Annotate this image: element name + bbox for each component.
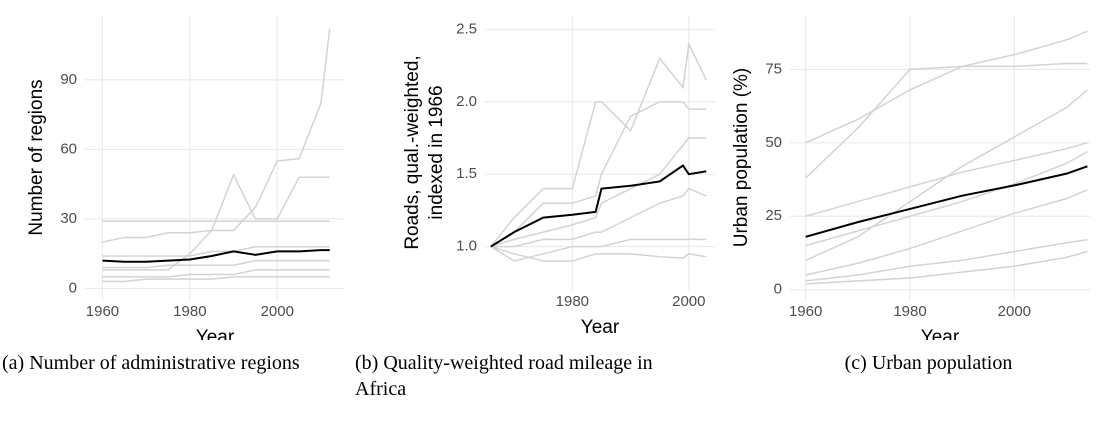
series-line	[805, 30, 1088, 144]
series-line	[490, 245, 707, 262]
series-line	[102, 173, 330, 243]
x-tick-label: 1980	[173, 303, 206, 320]
series-line	[490, 164, 707, 248]
y-tick-label: 60	[60, 140, 77, 157]
series-line	[805, 165, 1088, 238]
y-tick-label: 75	[765, 60, 782, 77]
x-tick-label: 2000	[998, 303, 1031, 320]
y-tick-label: 2.5	[456, 20, 477, 37]
x-axis-title: Year	[921, 327, 960, 340]
x-tick-label: 1980	[556, 293, 589, 310]
series-line	[102, 259, 330, 269]
y-tick-label: 1.5	[456, 165, 477, 182]
series-line	[490, 137, 707, 248]
series-line	[805, 250, 1088, 285]
series-line	[102, 245, 330, 257]
series-line	[805, 189, 1088, 276]
y-tick-label: 0	[69, 279, 77, 296]
series-line	[490, 187, 707, 248]
series-line	[805, 142, 1088, 217]
series-line	[490, 238, 707, 262]
caption: (a) Number of administrative regions	[2, 352, 300, 374]
y-tick-label: 1.0	[456, 238, 477, 255]
y-tick-label: 30	[60, 210, 77, 227]
y-axis-title: indexed in 1966	[426, 85, 447, 219]
series-line	[490, 101, 707, 248]
x-tick-label: 1960	[86, 303, 119, 320]
y-tick-label: 2.0	[456, 93, 477, 110]
y-axis-title: Number of regions	[26, 79, 47, 235]
x-tick-label: 2000	[672, 293, 705, 310]
caption: (b) Quality-weighted road mileage in Afr…	[355, 352, 653, 400]
series-line	[805, 89, 1088, 262]
series-line	[102, 276, 330, 283]
y-axis-title: Urban population (%)	[731, 68, 752, 248]
x-tick-label: 2000	[261, 303, 294, 320]
series-line	[102, 28, 331, 271]
series-line	[805, 62, 1088, 179]
x-axis-title: Year	[581, 317, 620, 338]
caption: (c) Urban population	[844, 352, 1013, 374]
series-line	[102, 249, 330, 263]
series-line	[102, 269, 330, 278]
x-tick-label: 1960	[789, 303, 822, 320]
y-tick-label: 50	[765, 134, 782, 151]
figure: 0 30 60 90 1960 1980 2000 Year Number of regions…	[26, 15, 1090, 340]
y-tick-label: 0	[774, 281, 782, 298]
x-axis-title: Year	[196, 327, 235, 340]
series-line	[805, 150, 1088, 247]
y-tick-label: 90	[60, 71, 77, 88]
x-tick-label: 1980	[893, 303, 926, 320]
y-axis-title: Roads, qual.-weighted,	[402, 55, 423, 249]
y-tick-label: 25	[765, 207, 782, 224]
series-line	[805, 239, 1088, 282]
series-line	[490, 41, 707, 248]
